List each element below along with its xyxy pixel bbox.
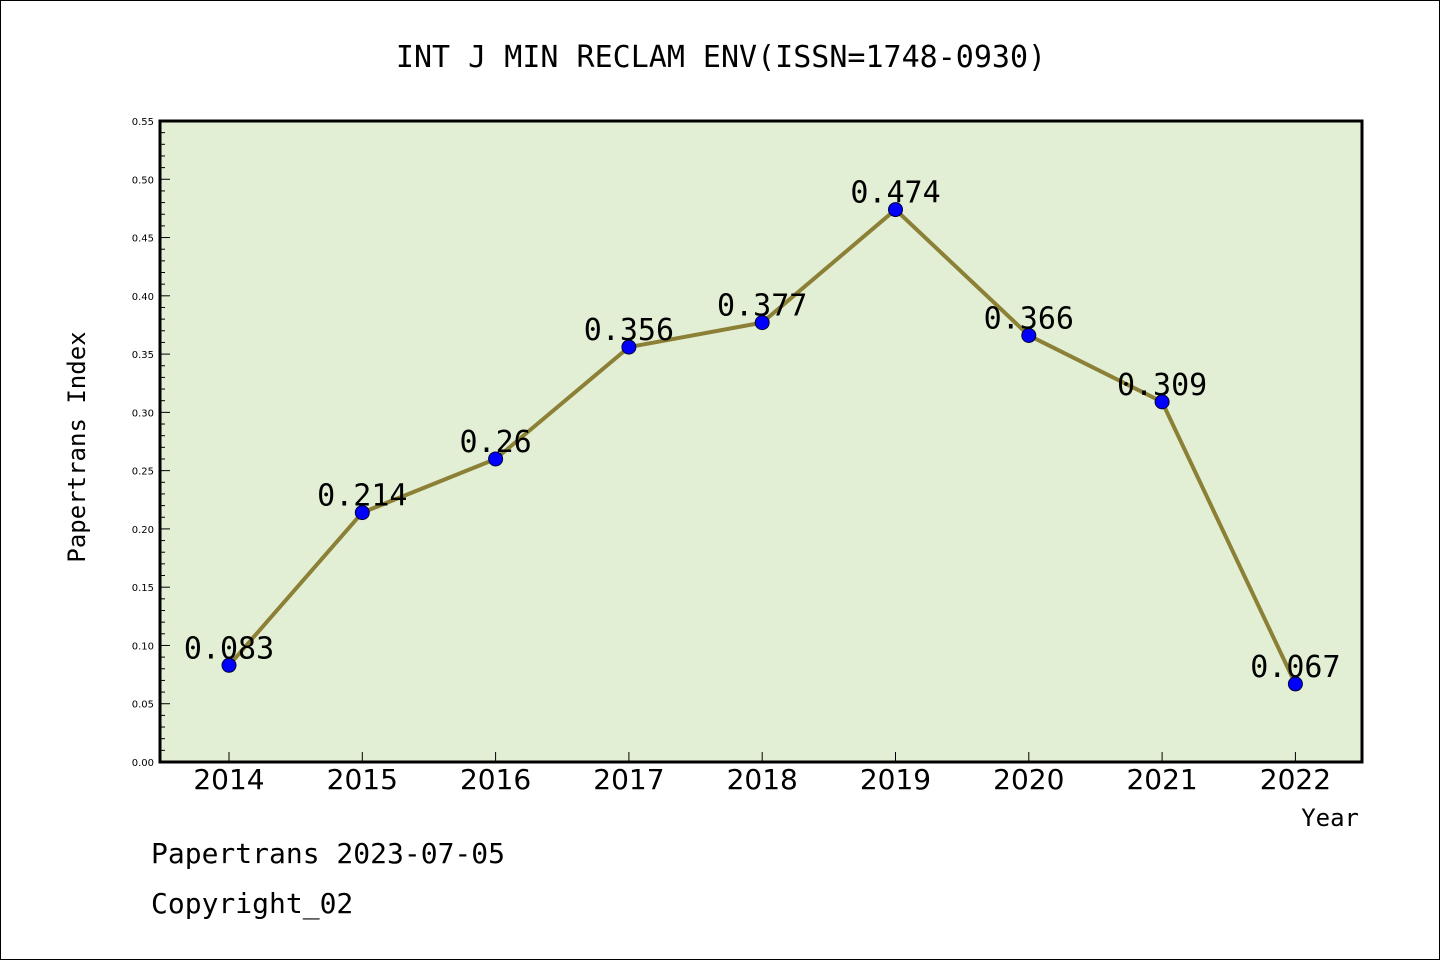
data-point	[221, 657, 237, 673]
x-tick-label: 2016	[460, 763, 531, 796]
y-tick-label: 0.00	[132, 758, 154, 769]
plot-area	[160, 121, 1362, 762]
y-tick-label: 0.25	[132, 467, 154, 478]
y-tick-label: 0.55	[132, 117, 154, 128]
x-tick-label: 2018	[727, 763, 798, 796]
y-tick-label: 0.35	[132, 350, 154, 361]
y-tick-label: 0.40	[132, 292, 154, 303]
data-label: 0.356	[584, 313, 674, 348]
y-axis-label: Papertrans Index	[63, 331, 91, 562]
footer-copyright: Copyright_02	[151, 887, 354, 920]
y-tick-label: 0.50	[132, 175, 154, 186]
data-label: 0.366	[984, 301, 1074, 336]
data-label: 0.083	[184, 631, 274, 666]
data-point	[1154, 394, 1170, 410]
y-tick-label: 0.20	[132, 525, 154, 536]
data-label: 0.474	[850, 176, 940, 211]
x-axis-ticks: 2014 2015 2016 2017 2018 2019 2020 2021 2022	[193, 752, 1331, 796]
data-point	[621, 339, 637, 355]
data-point	[888, 202, 903, 218]
series-layer	[221, 202, 1303, 692]
data-point	[1287, 676, 1303, 692]
x-tick-label: 2019	[860, 763, 931, 796]
data-point	[1021, 327, 1037, 343]
x-tick-label: 2021	[1126, 763, 1197, 796]
x-tick-label: 2020	[993, 763, 1064, 796]
data-label: 0.067	[1250, 650, 1340, 685]
y-tick-label: 0.45	[132, 234, 154, 245]
data-label: 0.26	[459, 425, 531, 460]
chart-title: INT J MIN RECLAM ENV(ISSN=1748-0930)	[396, 40, 1046, 75]
plot-frame	[158, 119, 1364, 764]
data-label: 0.309	[1117, 368, 1207, 403]
data-point	[354, 505, 370, 521]
x-tick-label: 2015	[327, 763, 398, 796]
data-labels: 0.083 0.214 0.26 0.356 0.377 0.474 0.366 0.309 0…	[184, 176, 1341, 685]
y-tick-label: 0.30	[132, 408, 154, 419]
y-tick-label: 0.05	[132, 700, 154, 711]
y-tick-label: 0.15	[132, 583, 154, 594]
data-label: 0.377	[717, 289, 807, 324]
data-point	[754, 315, 770, 331]
x-tick-label: 2017	[593, 763, 664, 796]
x-tick-label: 2022	[1260, 763, 1331, 796]
x-tick-label: 2014	[193, 763, 264, 796]
y-axis-ticks: 0.00 0.05 0.10 0.15 0.20 0.25 0.30 0.35 0.40 0.45…	[132, 117, 170, 769]
footer-source: Papertrans 2023-07-05	[151, 837, 506, 870]
data-label: 0.214	[317, 479, 407, 514]
x-axis-label: Year	[1301, 804, 1359, 832]
data-point	[488, 451, 504, 467]
y-tick-label: 0.10	[132, 641, 154, 652]
